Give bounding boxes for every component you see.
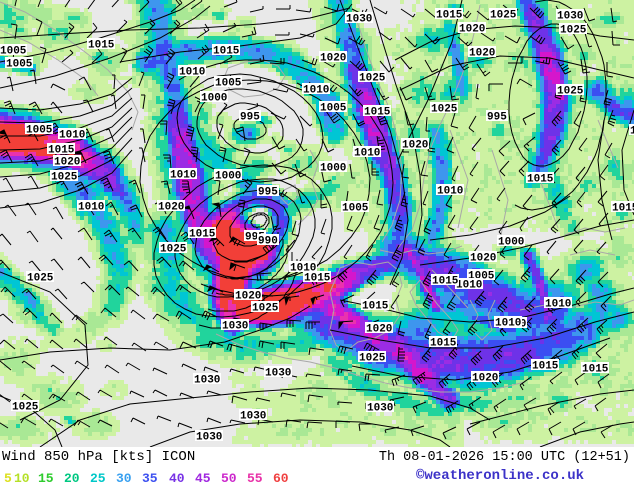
svg-text:1010: 1010 <box>437 186 463 198</box>
svg-text:1025: 1025 <box>51 172 78 184</box>
svg-text:1030: 1030 <box>194 375 220 387</box>
svg-text:1015: 1015 <box>432 276 459 288</box>
svg-text:1020: 1020 <box>472 373 498 385</box>
svg-text:1025: 1025 <box>359 353 386 365</box>
svg-text:1010: 1010 <box>495 318 521 330</box>
svg-text:1020: 1020 <box>459 24 485 36</box>
svg-text:1020: 1020 <box>402 140 428 152</box>
svg-text:1020: 1020 <box>320 53 346 65</box>
svg-text:1015: 1015 <box>430 338 457 350</box>
svg-text:1015: 1015 <box>630 126 634 138</box>
svg-text:1030: 1030 <box>346 14 372 26</box>
svg-text:1010: 1010 <box>179 67 205 79</box>
svg-text:1000: 1000 <box>498 237 524 249</box>
svg-text:1015: 1015 <box>436 10 463 22</box>
svg-text:1010: 1010 <box>545 299 571 311</box>
svg-text:1020: 1020 <box>235 291 261 303</box>
svg-text:1015: 1015 <box>189 229 216 241</box>
svg-text:1000: 1000 <box>320 163 346 175</box>
svg-text:1015: 1015 <box>304 273 331 285</box>
svg-text:1020: 1020 <box>469 48 495 60</box>
svg-text:990: 990 <box>258 236 278 248</box>
svg-text:1025: 1025 <box>560 25 587 37</box>
svg-text:1015: 1015 <box>612 203 634 215</box>
svg-text:1010: 1010 <box>59 130 85 142</box>
svg-text:1025: 1025 <box>252 303 279 315</box>
svg-text:1005: 1005 <box>342 203 369 215</box>
svg-text:1015: 1015 <box>88 40 115 52</box>
svg-text:1010: 1010 <box>170 170 196 182</box>
svg-text:1020: 1020 <box>366 324 392 336</box>
svg-text:1030: 1030 <box>240 411 266 423</box>
svg-text:1010: 1010 <box>456 280 482 292</box>
svg-text:1025: 1025 <box>359 73 386 85</box>
svg-text:1005: 1005 <box>320 103 347 115</box>
svg-text:1005: 1005 <box>26 125 53 137</box>
svg-text:1030: 1030 <box>265 368 291 380</box>
svg-text:1015: 1015 <box>582 364 609 376</box>
svg-text:1015: 1015 <box>364 107 391 119</box>
svg-text:1025: 1025 <box>12 402 39 414</box>
svg-text:1005: 1005 <box>6 59 33 71</box>
svg-text:1020: 1020 <box>54 157 80 169</box>
svg-text:1015: 1015 <box>362 301 389 313</box>
svg-text:1015: 1015 <box>48 145 75 157</box>
svg-text:1005: 1005 <box>0 46 27 58</box>
svg-text:1000: 1000 <box>201 93 227 105</box>
svg-text:1005: 1005 <box>215 78 242 90</box>
svg-text:1025: 1025 <box>160 244 187 256</box>
svg-text:1015: 1015 <box>213 46 240 58</box>
svg-text:1015: 1015 <box>527 174 554 186</box>
svg-text:1025: 1025 <box>490 10 517 22</box>
svg-text:1010: 1010 <box>303 85 329 97</box>
svg-text:1000: 1000 <box>215 171 241 183</box>
svg-text:1020: 1020 <box>470 253 496 265</box>
svg-text:1025: 1025 <box>27 273 54 285</box>
svg-text:1030: 1030 <box>367 403 393 415</box>
svg-text:995: 995 <box>240 112 260 124</box>
svg-text:1010: 1010 <box>78 202 104 214</box>
svg-text:1030: 1030 <box>222 321 248 333</box>
svg-text:1015: 1015 <box>532 361 559 373</box>
svg-text:995: 995 <box>487 112 507 124</box>
svg-text:1030: 1030 <box>557 11 583 23</box>
svg-text:995: 995 <box>258 187 278 199</box>
svg-text:1025: 1025 <box>431 104 458 116</box>
svg-text:1020: 1020 <box>158 202 184 214</box>
svg-text:1025: 1025 <box>557 86 584 98</box>
svg-text:1030: 1030 <box>196 432 222 444</box>
svg-text:1010: 1010 <box>354 148 380 160</box>
